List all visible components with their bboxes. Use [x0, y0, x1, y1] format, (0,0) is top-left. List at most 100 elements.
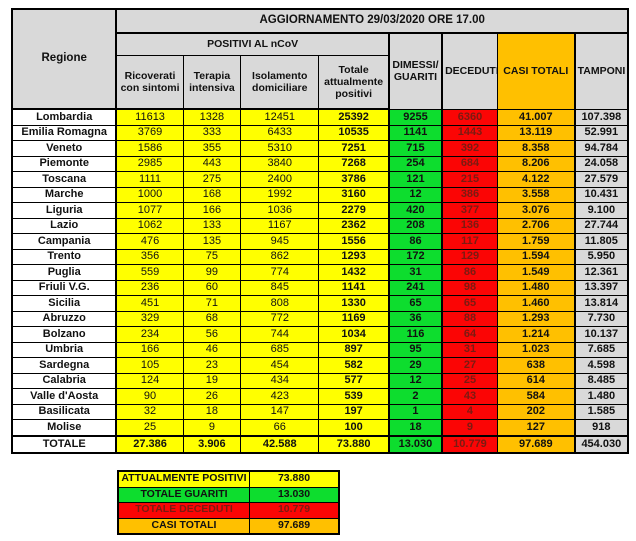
- cell-tamponi: 10.137: [574, 326, 629, 343]
- header-deceduti: DECEDUTI: [441, 32, 498, 110]
- cell-totale-positivi: 3786: [318, 171, 390, 188]
- title-row: Regione AGGIORNAMENTO 29/03/2020 ORE 17.…: [11, 8, 629, 110]
- cell-isolamento: 808: [240, 295, 320, 312]
- total-row: TOTALE 27.386 3.906 42.588 73.880 13.030 10.77…: [11, 434, 629, 453]
- header-positivi-group: POSITIVI AL nCoV: [115, 32, 390, 56]
- cell-dimessi: 29: [387, 357, 444, 374]
- cell-totale-positivi: 100: [318, 419, 390, 436]
- summary-value: 10.779: [249, 502, 340, 519]
- cell-casi-totali: 1.549: [496, 264, 576, 281]
- cell-isolamento: 945: [240, 233, 320, 250]
- cell-tamponi: 4.598: [574, 357, 629, 374]
- region-row: Liguria 1077 166 1036 2279 420 377 3.076 9.100: [11, 202, 629, 219]
- cell-dimessi: 12: [387, 372, 444, 389]
- cell-tamponi: 94.784: [574, 140, 629, 157]
- cell-casi-totali: 1.293: [496, 310, 576, 327]
- cell-ricoverati: 1077: [115, 202, 184, 219]
- header-totale-positivi: Totale attualmente positivi: [318, 55, 390, 110]
- cell-totale-positivi: 1034: [318, 326, 390, 343]
- cell-dimessi: 121: [387, 171, 444, 188]
- region-row: Calabria 124 19 434 577 12 25 614 8.485: [11, 372, 629, 389]
- summary-label: TOTALE GUARITI: [117, 486, 250, 503]
- cell-totale-positivi: 582: [318, 357, 390, 374]
- cell-deceduti: 215: [441, 171, 498, 188]
- cell-tamponi: 9.100: [574, 202, 629, 219]
- cell-deceduti: 392: [441, 140, 498, 157]
- cell-dimessi: 9255: [387, 108, 444, 126]
- region-row: Veneto 1586 355 5310 7251 715 392 8.358 94.784: [11, 140, 629, 157]
- cell-tamponi: 12.361: [574, 264, 629, 281]
- cell-tamponi: 918: [574, 419, 629, 436]
- cell-tamponi: 1.480: [574, 388, 629, 405]
- cell-deceduti: 1443: [441, 124, 498, 141]
- cell-casi-totali: 4.122: [496, 171, 576, 188]
- cell-totale-positivi: 73.880: [318, 434, 390, 453]
- cell-ricoverati: 329: [115, 310, 184, 327]
- cell-terapia: 166: [182, 202, 242, 219]
- cell-casi-totali: 1.594: [496, 248, 576, 265]
- cell-dimessi: 12: [387, 186, 444, 203]
- cell-regione: Sicilia: [11, 295, 118, 312]
- cell-isolamento: 1992: [240, 186, 320, 203]
- cell-tamponi: 27.744: [574, 217, 629, 234]
- summary-row: TOTALE GUARITI 13.030: [117, 486, 340, 503]
- cell-ricoverati: 3769: [115, 124, 184, 141]
- cell-casi-totali: 1.023: [496, 341, 576, 358]
- cell-terapia: 333: [182, 124, 242, 141]
- cell-ricoverati: 236: [115, 279, 184, 296]
- cell-regione: Piemonte: [11, 155, 118, 172]
- cell-dimessi: 208: [387, 217, 444, 234]
- cell-dimessi: 420: [387, 202, 444, 219]
- cell-tamponi: 10.431: [574, 186, 629, 203]
- regions-tbody: Lombardia 11613 1328 12451 25392 9255 6360 41.0…: [11, 108, 629, 453]
- cell-regione: Liguria: [11, 202, 118, 219]
- region-row: Sicilia 451 71 808 1330 65 65 1.460 13.814: [11, 295, 629, 312]
- group-header-row: POSITIVI AL nCoV DIMESSI/ GUARITI DECEDU…: [12, 32, 629, 110]
- cell-tamponi: 1.585: [574, 403, 629, 420]
- cell-terapia: 75: [182, 248, 242, 265]
- cell-tamponi: 454.030: [574, 434, 629, 453]
- region-row: Sardegna 105 23 454 582 29 27 638 4.598: [11, 357, 629, 374]
- cell-dimessi: 715: [387, 140, 444, 157]
- cell-deceduti: 86: [441, 264, 498, 281]
- region-row: Valle d'Aosta 90 26 423 539 2 43 584 1.480: [11, 388, 629, 405]
- cell-casi-totali: 584: [496, 388, 576, 405]
- summary-label: ATTUALMENTE POSITIVI: [117, 470, 250, 488]
- cell-isolamento: 423: [240, 388, 320, 405]
- cell-deceduti: 43: [441, 388, 498, 405]
- sub-header-row: Ricoverati con sintomi Terapia intensiva…: [12, 55, 628, 110]
- header-regione: Regione: [11, 8, 118, 110]
- cell-terapia: 46: [182, 341, 242, 358]
- cell-deceduti: 6360: [441, 108, 498, 126]
- region-row: Lazio 1062 133 1167 2362 208 136 2.706 27.744: [11, 217, 629, 234]
- cell-totale-positivi: 7251: [318, 140, 390, 157]
- summary-row: TOTALE DECEDUTI 10.779: [117, 502, 340, 519]
- summary-value: 73.880: [249, 470, 340, 488]
- cell-casi-totali: 1.214: [496, 326, 576, 343]
- cell-terapia: 56: [182, 326, 242, 343]
- cell-isolamento: 12451: [240, 108, 320, 126]
- cell-regione: Veneto: [11, 140, 118, 157]
- cell-regione: Calabria: [11, 372, 118, 389]
- cell-ricoverati: 234: [115, 326, 184, 343]
- region-row: Toscana 1111 275 2400 3786 121 215 4.122 27.579: [11, 171, 629, 188]
- cell-regione: Lazio: [11, 217, 118, 234]
- cell-terapia: 1328: [182, 108, 242, 126]
- cell-isolamento: 774: [240, 264, 320, 281]
- cell-deceduti: 377: [441, 202, 498, 219]
- cell-totale-positivi: 2362: [318, 217, 390, 234]
- cell-dimessi: 95: [387, 341, 444, 358]
- cell-dimessi: 36: [387, 310, 444, 327]
- cell-isolamento: 2400: [240, 171, 320, 188]
- header-terapia-intensiva: Terapia intensiva: [182, 55, 242, 110]
- cell-isolamento: 772: [240, 310, 320, 327]
- region-row: Piemonte 2985 443 3840 7268 254 684 8.206 24.058: [11, 155, 629, 172]
- cell-ricoverati: 25: [115, 419, 184, 436]
- cell-regione: Valle d'Aosta: [11, 388, 118, 405]
- cell-regione: Emilia Romagna: [11, 124, 118, 141]
- cell-ricoverati: 124: [115, 372, 184, 389]
- cell-deceduti: 27: [441, 357, 498, 374]
- cell-casi-totali: 8.206: [496, 155, 576, 172]
- cell-regione: Campania: [11, 233, 118, 250]
